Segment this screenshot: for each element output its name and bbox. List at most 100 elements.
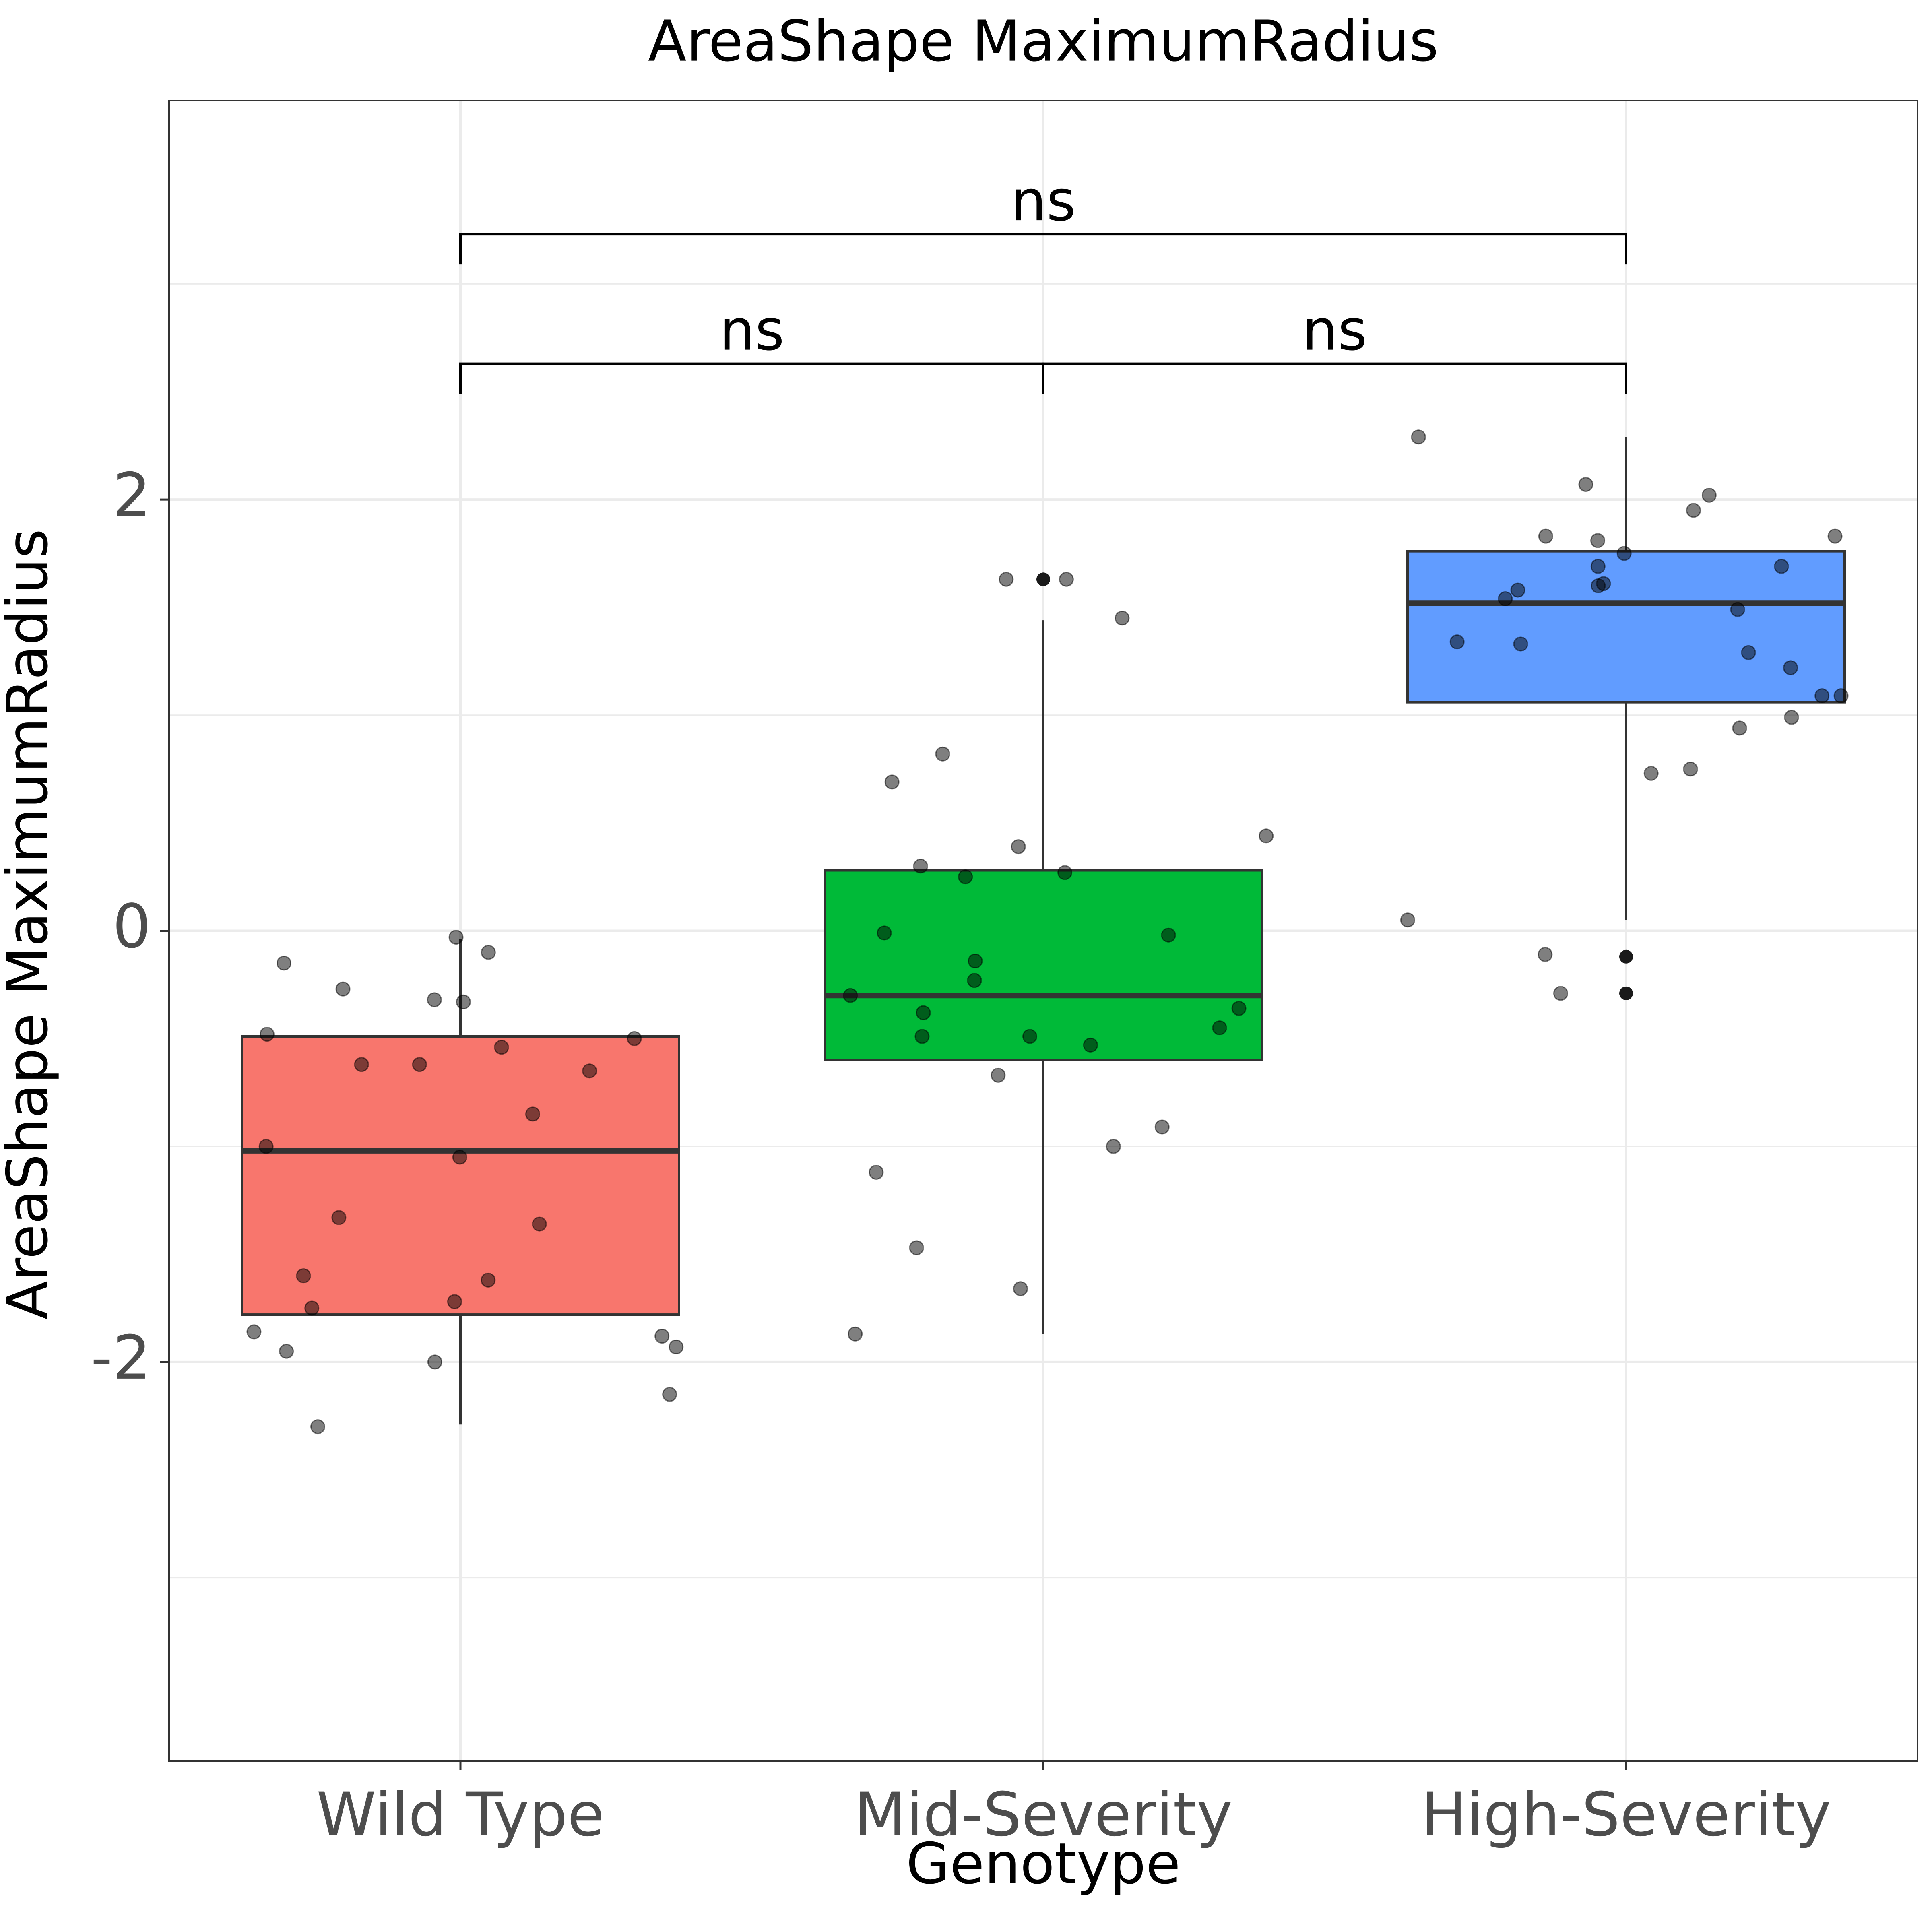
data-point <box>1774 559 1789 574</box>
bracket-wild-type-vs-high-severity: ns <box>459 168 1627 265</box>
data-point <box>447 1294 462 1309</box>
y-tick-label: -2 <box>91 1323 151 1393</box>
box-high-severity <box>1406 437 1846 1000</box>
x-axis-title: Genotype <box>906 1831 1181 1897</box>
data-point <box>999 572 1014 587</box>
data-point <box>335 981 351 997</box>
data-point <box>427 1354 442 1370</box>
data-point <box>1231 1001 1247 1016</box>
points-high-severity <box>1400 429 1849 1001</box>
bracket-mid-severity-vs-high-severity: ns <box>1042 298 1627 394</box>
data-point <box>259 1027 275 1042</box>
data-point <box>1538 947 1553 962</box>
data-point <box>843 988 858 1003</box>
data-point <box>448 930 464 945</box>
data-point <box>958 869 973 885</box>
bracket-line <box>1042 362 1627 394</box>
data-point <box>331 1210 347 1225</box>
data-point <box>1212 1020 1227 1036</box>
data-point <box>1686 503 1701 518</box>
data-point <box>1115 611 1130 626</box>
box-iqr <box>241 1035 680 1316</box>
data-point <box>279 1344 294 1359</box>
significance-brackets: ns ns ns <box>459 168 1627 394</box>
data-point <box>848 1326 863 1342</box>
data-point <box>427 992 442 1007</box>
data-point <box>627 1031 642 1046</box>
data-point <box>1106 1139 1121 1154</box>
outlier-point <box>1036 572 1050 586</box>
data-point <box>1449 634 1465 650</box>
data-point <box>1400 912 1415 928</box>
data-point <box>991 1067 1006 1083</box>
data-point <box>277 956 292 971</box>
data-points <box>246 429 1849 1435</box>
data-point <box>258 1139 274 1154</box>
data-point <box>1259 828 1274 844</box>
data-point <box>914 1029 930 1044</box>
points-mid-severity <box>843 572 1274 1342</box>
x-tick-label: Wild Type <box>316 1780 605 1850</box>
data-point <box>877 925 892 941</box>
box-mid-severity <box>824 572 1263 1334</box>
points-wild-type <box>246 930 684 1435</box>
x-tick-label: High-Severity <box>1421 1780 1831 1850</box>
data-point <box>1059 572 1074 587</box>
bracket-line <box>459 233 1627 265</box>
data-point <box>481 945 496 960</box>
box-iqr <box>1406 550 1846 704</box>
data-point <box>525 1106 541 1122</box>
y-tick-label: 2 <box>113 460 151 530</box>
data-point <box>1411 429 1426 445</box>
data-point <box>1057 865 1073 880</box>
data-point <box>1616 546 1632 561</box>
significance-label: ns <box>719 298 784 363</box>
data-point <box>296 1268 311 1284</box>
data-point <box>968 954 983 968</box>
data-point <box>1022 1029 1038 1044</box>
data-point <box>1814 688 1830 704</box>
data-point <box>1013 1281 1028 1296</box>
chart-title: AreaShape MaximumRadius <box>648 9 1439 74</box>
data-point <box>494 1040 509 1055</box>
data-point <box>1510 582 1525 598</box>
y-tick-label: 0 <box>113 892 151 962</box>
data-point <box>869 1165 884 1180</box>
data-point <box>1591 578 1606 593</box>
data-point <box>310 1419 326 1435</box>
data-point <box>1590 559 1606 574</box>
data-point <box>1833 688 1849 704</box>
data-point <box>1513 636 1528 652</box>
data-point <box>1498 591 1513 606</box>
data-point <box>1730 602 1745 617</box>
data-point <box>456 994 471 1009</box>
data-point <box>1011 839 1026 855</box>
data-point <box>916 1005 931 1020</box>
data-point <box>1683 762 1698 777</box>
data-point <box>304 1300 320 1316</box>
data-point <box>935 746 950 762</box>
data-point <box>1083 1037 1098 1053</box>
significance-label: ns <box>1011 168 1076 234</box>
data-point <box>354 1057 369 1072</box>
data-point <box>654 1329 670 1344</box>
data-point <box>1553 986 1568 1001</box>
data-point <box>1732 720 1747 736</box>
axes: -2 0 2 Wild Type Mid-Severity High-Severity <box>91 460 1831 1850</box>
data-point <box>1783 660 1798 675</box>
significance-label: ns <box>1302 298 1367 363</box>
data-point <box>1827 528 1843 544</box>
outlier-point <box>1619 949 1633 964</box>
data-point <box>246 1324 262 1340</box>
data-point <box>662 1387 677 1402</box>
data-point <box>1154 1119 1170 1135</box>
data-point <box>669 1339 684 1354</box>
x-tick-label: Mid-Severity <box>854 1780 1232 1850</box>
data-point <box>1538 528 1553 544</box>
data-point <box>532 1216 547 1232</box>
data-point <box>909 1240 924 1255</box>
data-point <box>412 1057 427 1072</box>
outlier-point <box>1619 986 1633 1000</box>
data-point <box>913 859 928 874</box>
